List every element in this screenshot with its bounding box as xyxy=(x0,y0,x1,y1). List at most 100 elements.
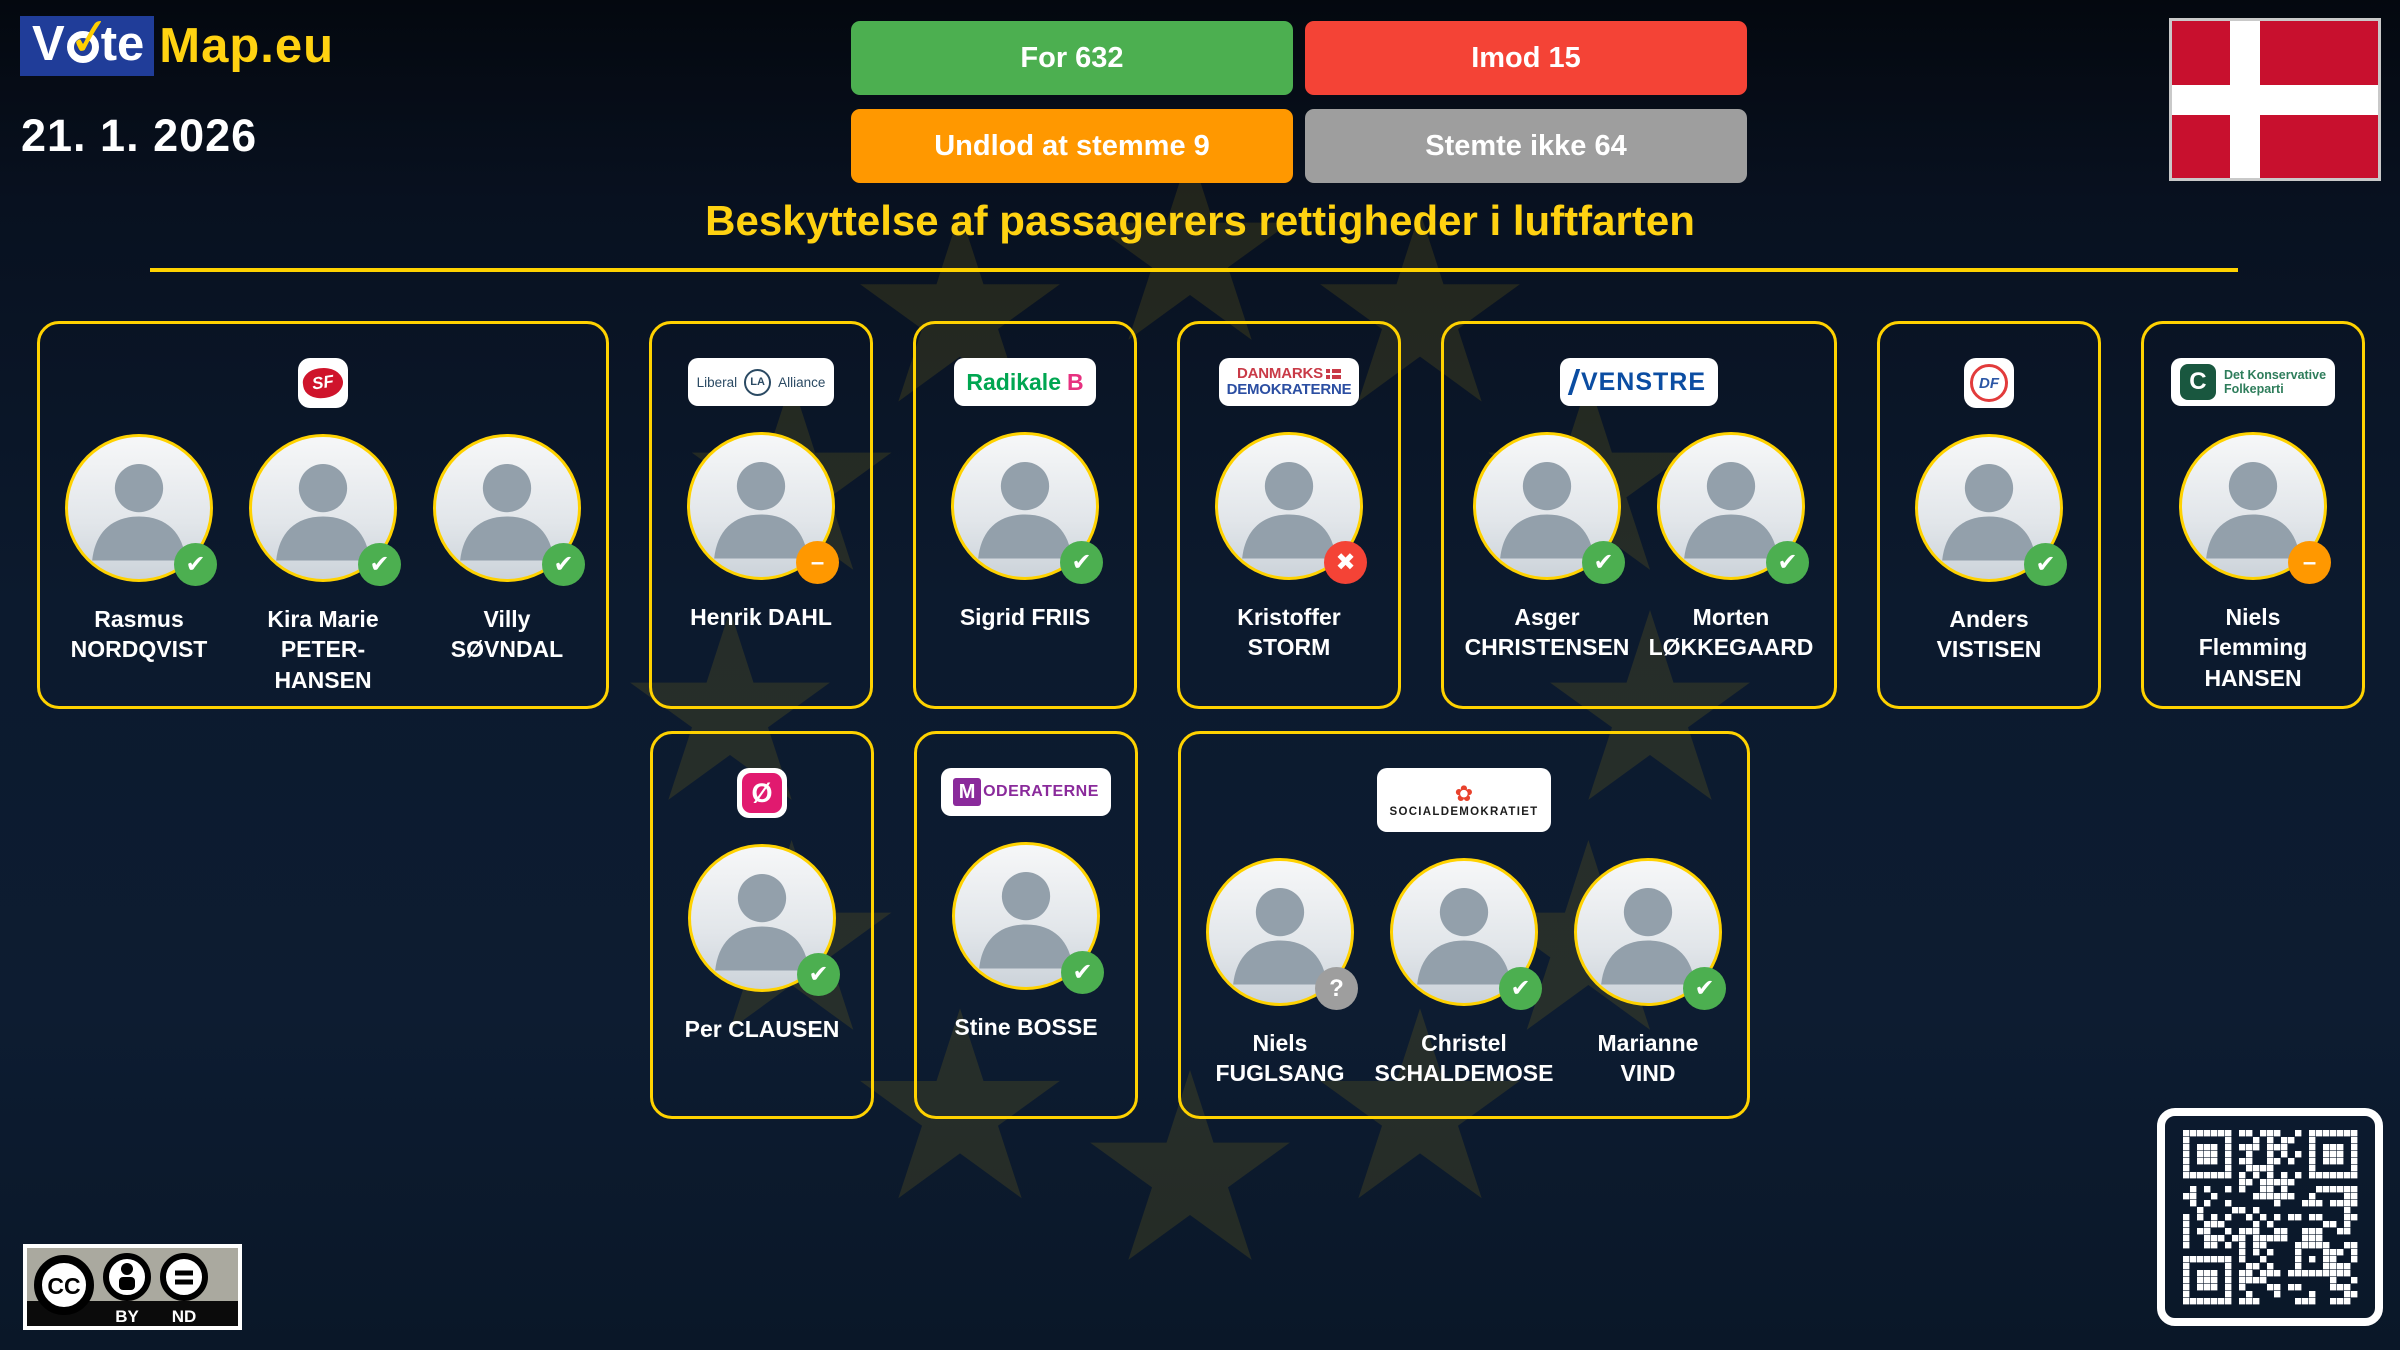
mep-photo: ✔ xyxy=(1390,858,1542,1010)
konservative-logo-text: Det Konservative Folkeparti xyxy=(2223,367,2327,396)
mep-name: Kristoffer STORM xyxy=(1237,604,1341,661)
summary-button-abstain[interactable]: Undlod at stemme 9 xyxy=(851,109,1293,183)
mep-member[interactable]: ✔ Kira Marie PETER- HANSEN xyxy=(235,434,411,695)
vote-badge-abstain: – xyxy=(796,541,839,584)
vote-badge-for: ✔ xyxy=(1060,541,1103,584)
denmark-flag xyxy=(2169,18,2381,181)
mep-member[interactable]: – Niels Flemming HANSEN xyxy=(2165,432,2341,693)
party-card-radikale: Radikale B ✔ Sigrid FRIIS xyxy=(913,321,1137,709)
vote-badge-for: ✔ xyxy=(1766,541,1809,584)
party-logo-moderaterne: M ODERATERNE xyxy=(941,768,1111,816)
mep-member[interactable]: ✔ Sigrid FRIIS xyxy=(937,432,1113,632)
person-silhouette-icon xyxy=(979,871,1073,969)
party-card-venstre: VENSTRE ✔ Asger CHRISTENSEN ✔ Morten LØKKEGAAR… xyxy=(1441,321,1837,709)
party-logo-liberal-alliance: Liberal LA Alliance xyxy=(687,358,835,406)
party-logo-konservative: C Det Konservative Folkeparti xyxy=(2170,358,2336,406)
mep-name: Anders VISTISEN xyxy=(1936,606,2042,663)
nd-label: ND xyxy=(172,1307,197,1326)
person-silhouette-icon xyxy=(1242,461,1336,559)
mep-photo: ✔ xyxy=(688,844,840,996)
vote-badge-for: ✔ xyxy=(1683,967,1726,1010)
mep-member[interactable]: ✔ Asger CHRISTENSEN xyxy=(1459,432,1635,663)
la-logo-left: Liberal xyxy=(696,374,738,390)
party-logo-danmarksdemokraterne: DANMARKS DEMOKRATERNE xyxy=(1218,358,1360,406)
summary-button-novote[interactable]: Stemte ikke 64 xyxy=(1305,109,1747,183)
mep-member[interactable]: ✔ Per CLAUSEN xyxy=(674,844,850,1044)
vote-badge-abstain: – xyxy=(2288,541,2331,584)
mep-name: Villy SØVNDAL xyxy=(450,606,564,663)
mep-name: Christel SCHALDEMOSE xyxy=(1374,1030,1554,1087)
mep-member[interactable]: ✔ Anders VISTISEN xyxy=(1901,434,2077,665)
mep-photo-circle xyxy=(1206,858,1354,1006)
votemap-logo[interactable]: V ✓ te Map.eu xyxy=(20,7,334,76)
mep-member[interactable]: ✔ Villy SØVNDAL xyxy=(419,434,595,695)
mep-photo: ✔ xyxy=(1915,434,2067,586)
party-members: ✔ Sigrid FRIIS xyxy=(937,432,1113,632)
mep-member[interactable]: ? Niels FUGLSANG xyxy=(1192,858,1368,1089)
cc-by-nd-graphic: CC BY ND xyxy=(23,1244,242,1330)
mep-member[interactable]: ✔ Morten LØKKEGAARD xyxy=(1643,432,1819,663)
radikale-logo-b: B xyxy=(1066,368,1084,395)
mep-member[interactable]: – Henrik DAHL xyxy=(673,432,849,632)
party-members: ✖ Kristoffer STORM xyxy=(1201,432,1377,663)
mep-member[interactable]: ✔ Marianne VIND xyxy=(1560,858,1736,1089)
party-members: ✔ Rasmus NORDQVIST ✔ Kira Marie PETER- HANSEN ✔… xyxy=(51,434,595,695)
party-members: – Niels Flemming HANSEN xyxy=(2165,432,2341,693)
party-row-2: Ø ✔ Per CLAUSEN M ODERATERNE ✔ Stine BOSSE ✿ SOC… xyxy=(650,731,1750,1119)
party-logo-sf: SF xyxy=(298,358,348,408)
person-silhouette-icon xyxy=(1942,463,2036,561)
mep-photo-circle xyxy=(688,844,836,992)
vote-badge-for: ✔ xyxy=(797,953,840,996)
party-members: – Henrik DAHL xyxy=(673,432,849,632)
party-members: ✔ Stine BOSSE xyxy=(938,842,1114,1042)
mep-photo-circle xyxy=(433,434,581,582)
party-row-1: SF ✔ Rasmus NORDQVIST ✔ Kira Marie PETER- HANSE… xyxy=(37,321,2365,709)
mep-photo-circle xyxy=(1473,432,1621,580)
by-label: BY xyxy=(115,1307,139,1326)
mep-member[interactable]: ✔ Stine BOSSE xyxy=(938,842,1114,1042)
mep-name: Morten LØKKEGAARD xyxy=(1648,604,1814,661)
summary-button-for[interactable]: For 632 xyxy=(851,21,1293,95)
mep-name: Stine BOSSE xyxy=(954,1014,1098,1040)
venstre-slash-icon xyxy=(1567,369,1581,395)
vote-badge-for: ✔ xyxy=(174,543,217,586)
mep-photo: ✔ xyxy=(952,842,1104,994)
party-logo-enhedslisten: Ø xyxy=(737,768,787,818)
person-silhouette-icon xyxy=(2206,461,2300,559)
flag-cross-horizontal xyxy=(2172,85,2378,115)
moderaterne-logo-text: ODERATERNE xyxy=(983,783,1099,800)
enhedslisten-o-icon: Ø xyxy=(742,773,782,813)
party-card-danmarksdemokraterne: DANMARKS DEMOKRATERNE ✖ Kristoffer STORM xyxy=(1177,321,1401,709)
mep-member[interactable]: ✔ Christel SCHALDEMOSE xyxy=(1374,858,1554,1089)
mep-member[interactable]: ✔ Rasmus NORDQVIST xyxy=(51,434,227,695)
summary-button-against[interactable]: Imod 15 xyxy=(1305,21,1747,95)
party-logo-radikale: Radikale B xyxy=(954,358,1096,406)
sf-logo-icon: SF xyxy=(301,365,345,401)
party-card-sf: SF ✔ Rasmus NORDQVIST ✔ Kira Marie PETER- HANSE… xyxy=(37,321,609,709)
person-silhouette-icon xyxy=(460,463,554,561)
mep-name: Niels Flemming HANSEN xyxy=(2198,604,2308,691)
person-silhouette-icon xyxy=(978,461,1072,559)
person-silhouette-icon xyxy=(1233,887,1327,985)
party-card-enhedslisten: Ø ✔ Per CLAUSEN xyxy=(650,731,874,1119)
cc-license-badge[interactable]: CC BY ND xyxy=(23,1244,242,1335)
mep-member[interactable]: ✖ Kristoffer STORM xyxy=(1201,432,1377,663)
person-silhouette-icon xyxy=(1500,461,1594,559)
mep-name: Rasmus NORDQVIST xyxy=(70,606,208,663)
party-logo-socialdemokratiet: ✿ SOCIALDEMOKRATIET xyxy=(1377,768,1551,832)
mep-photo-circle xyxy=(952,842,1100,990)
mep-name: Niels FUGLSANG xyxy=(1215,1030,1345,1087)
party-members: ✔ Anders VISTISEN xyxy=(1901,434,2077,665)
party-card-moderaterne: M ODERATERNE ✔ Stine BOSSE xyxy=(914,731,1138,1119)
mep-photo: ✔ xyxy=(1657,432,1809,584)
party-members: ? Niels FUGLSANG ✔ Christel SCHALDEMOSE ✔ Maria… xyxy=(1192,858,1736,1089)
logo-o-check-icon: ✓ xyxy=(65,7,114,69)
logo-letters-te: te xyxy=(100,17,145,71)
mep-photo: ✔ xyxy=(433,434,585,586)
mep-photo: ? xyxy=(1206,858,1358,1010)
socialdemokratiet-logo-text: SOCIALDEMOKRATIET xyxy=(1389,805,1539,818)
mep-photo-circle xyxy=(687,432,835,580)
vote-badge-for: ✔ xyxy=(542,543,585,586)
vote-badge-novote: ? xyxy=(1315,967,1358,1010)
